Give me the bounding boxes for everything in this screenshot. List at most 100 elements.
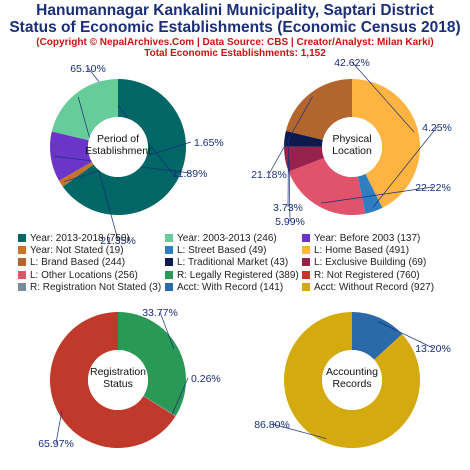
legend-label: R: Registration Not Stated (3) <box>30 281 162 293</box>
legend-item: Year: Before 2003 (137) <box>302 233 420 244</box>
legend-label: R: Legally Registered (389) <box>177 269 299 281</box>
slice-percent-label: 42.62% <box>334 57 370 69</box>
legend-swatch <box>18 270 26 279</box>
pie-slice <box>284 130 323 147</box>
legend-swatch <box>165 246 173 255</box>
slice-percent-label: 4.25% <box>422 122 452 134</box>
legend-item: Acct: With Record (141) <box>165 282 283 293</box>
pie-slice <box>357 173 383 214</box>
donut-center-label: Period of <box>97 133 139 145</box>
legend-item: Year: Not Stated (19) <box>18 245 124 256</box>
legend-label: Year: 2003-2013 (246) <box>177 233 277 244</box>
donut-center-label: Registration <box>90 366 146 378</box>
legend-label: L: Exclusive Building (69) <box>314 257 427 269</box>
leader-line <box>351 61 415 133</box>
leader-line <box>268 96 313 175</box>
legend-swatch <box>302 234 310 242</box>
slice-percent-label: 65.97% <box>38 438 74 450</box>
leader-line <box>288 158 291 222</box>
slice-percent-label: 5.99% <box>275 216 305 228</box>
legend-label: Year: Not Stated (19) <box>30 245 124 257</box>
legend-item: R: Legally Registered (389) <box>165 270 299 281</box>
slice-percent-label: 21.35% <box>100 235 136 247</box>
legend-label: Year: Before 2003 (137) <box>314 233 421 244</box>
chart-title: Hanumannagar Kankalini Municipality, Sap… <box>36 2 434 19</box>
donut-center-label: Accounting <box>326 366 378 378</box>
legend-item: R: Not Registered (760) <box>302 270 420 281</box>
legend-swatch <box>18 234 26 242</box>
pie-slice <box>285 79 352 140</box>
legend-label: R: Not Registered (760) <box>314 269 420 281</box>
legend-label: Year: 2013-2018 (750) <box>30 233 130 244</box>
legend-item: Year: 2003-2013 (246) <box>165 233 277 244</box>
pie-slice <box>352 312 403 360</box>
leader-line <box>159 311 175 349</box>
donut-center-label: Records <box>332 378 371 390</box>
donut-center-label: Status <box>103 378 133 390</box>
pie-slice <box>62 79 186 216</box>
legend-label: Acct: Without Record (927) <box>314 281 435 293</box>
legend-label: L: Traditional Market (43) <box>177 257 289 269</box>
legend-swatch <box>302 246 310 255</box>
slice-percent-label: 33.77% <box>142 307 178 319</box>
slice-percent-label: 65.10% <box>70 63 106 75</box>
pie-slice <box>50 131 92 181</box>
legend-item: L: Street Based (49) <box>165 245 267 256</box>
slice-percent-label: 0.26% <box>191 373 221 385</box>
legend-swatch <box>165 234 173 242</box>
donut-center-label: Location <box>332 145 372 157</box>
slice-percent-label: 3.73% <box>273 202 303 214</box>
legend-swatch <box>165 282 173 291</box>
donut-hole <box>322 117 382 177</box>
slice-percent-label: 22.22% <box>415 182 451 194</box>
slice-percent-label: 21.18% <box>251 169 287 181</box>
legend-item: R: Registration Not Stated (3) <box>18 282 161 293</box>
legend-item: Acct: Without Record (927) <box>302 282 434 293</box>
legend-item: L: Traditional Market (43) <box>165 257 288 268</box>
legend-label: Acct: With Record (141) <box>177 281 284 293</box>
chart-subtitle: Status of Economic Establishments (Econo… <box>9 19 461 36</box>
slice-percent-label: 13.20% <box>415 343 451 355</box>
legend-item: L: Brand Based (244) <box>18 257 125 268</box>
total-establishments: Total Economic Establishments: 1,152 <box>144 48 326 59</box>
legend-label: L: Brand Based (244) <box>30 257 126 269</box>
legend-swatch <box>18 258 26 267</box>
legend-label: L: Home Based (491) <box>314 245 410 257</box>
pie-slice <box>143 395 176 417</box>
legend-swatch <box>302 258 310 267</box>
legend-swatch <box>18 282 26 291</box>
legend-swatch <box>165 258 173 267</box>
legend-item: L: Other Locations (256) <box>18 270 138 281</box>
donut-center-label: Physical <box>332 133 371 145</box>
leader-line <box>321 186 434 204</box>
legend-item: Year: 2013-2018 (750) <box>18 233 130 244</box>
pie-slice <box>118 312 186 416</box>
legend-swatch <box>18 246 26 255</box>
pie-slice <box>284 146 325 172</box>
donut-hole <box>88 350 148 410</box>
pie-slice <box>288 157 366 215</box>
leader-line <box>271 423 327 439</box>
donut-center-label: Establishment <box>85 145 151 157</box>
slice-percent-label: 1.65% <box>194 137 224 149</box>
leader-line <box>171 377 189 415</box>
legend-label: L: Other Locations (256) <box>30 269 138 281</box>
legend-item: L: Home Based (491) <box>302 245 409 256</box>
pie-slice <box>352 79 421 208</box>
copyright-note: (Copyright © NepalArchives.Com | Data So… <box>36 37 434 48</box>
legend-item: L: Exclusive Building (69) <box>302 257 426 268</box>
pie-slice <box>50 312 176 448</box>
legend-swatch <box>302 270 310 279</box>
donut-hole <box>322 350 382 410</box>
slice-percent-label: 86.80% <box>254 419 290 431</box>
legend-swatch <box>165 270 173 279</box>
slice-percent-label: 11.89% <box>173 168 208 180</box>
legend-swatch <box>302 282 310 291</box>
leader-line <box>377 321 434 349</box>
legend-label: L: Street Based (49) <box>177 245 267 257</box>
donut-hole <box>88 117 148 177</box>
pie-slice <box>51 79 118 141</box>
pie-slice <box>284 312 420 448</box>
leader-line <box>55 410 63 444</box>
